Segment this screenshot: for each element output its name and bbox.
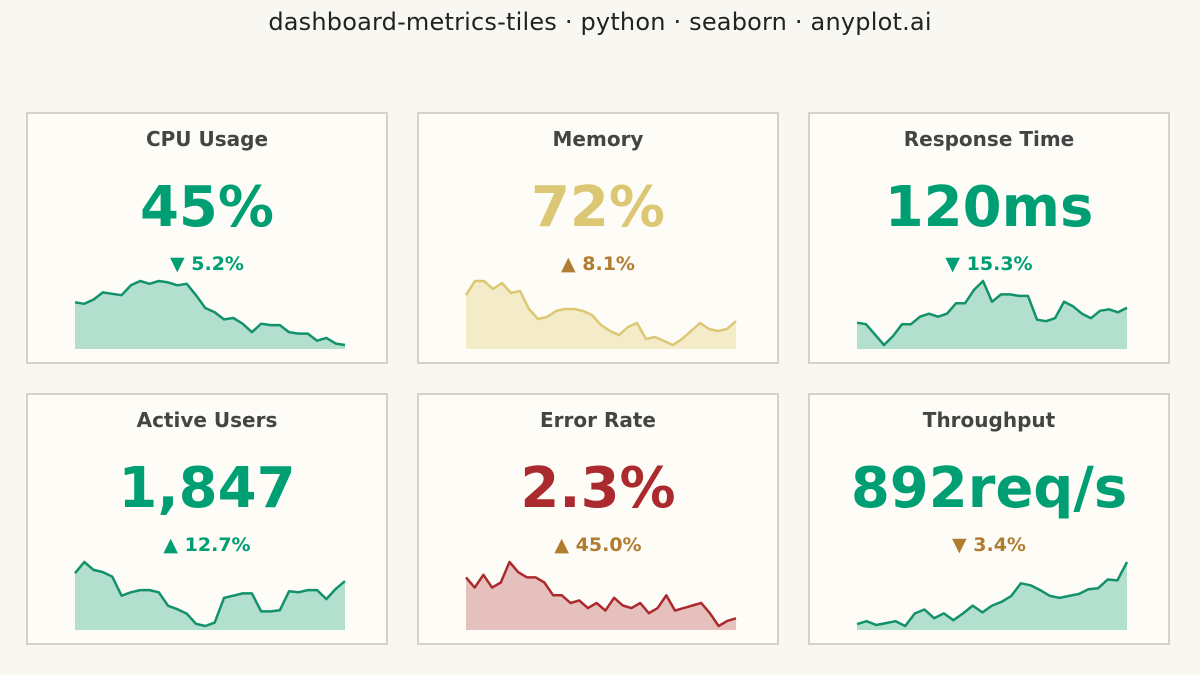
tile-value: 72% [530, 175, 666, 240]
tile-value: 892req/s [850, 456, 1128, 521]
tile-change: ▼ 15.3% [810, 253, 1168, 275]
metric-tile-error-rate: Error Rate 2.3% ▲ 45.0% [417, 393, 779, 645]
sparkline-area [857, 281, 1127, 349]
sparkline-line [465, 560, 737, 628]
metric-tile-cpu-usage: CPU Usage 45% ▼ 5.2% [26, 112, 388, 364]
tile-value: 2.3% [520, 456, 676, 521]
sparkline [74, 279, 346, 349]
sparkline-area [75, 562, 345, 630]
sparkline-area [857, 562, 1127, 630]
tile-value: 120ms [884, 175, 1094, 240]
sparkline [465, 560, 737, 630]
sparkline-area [466, 562, 736, 630]
metric-tile-throughput: Throughput 892req/s ▼ 3.4% [808, 393, 1170, 645]
tile-title: Throughput [922, 408, 1056, 432]
tile-value: 1,847 [118, 456, 296, 521]
sparkline [74, 560, 346, 630]
metric-tile-response-time: Response Time 120ms ▼ 15.3% [808, 112, 1170, 364]
triangle-down-icon: ▼ [945, 253, 967, 275]
tile-change-value: 8.1% [582, 253, 635, 275]
triangle-up-icon: ▲ [554, 534, 576, 556]
metric-tile-active-users: Active Users 1,847 ▲ 12.7% [26, 393, 388, 645]
tile-change: ▲ 12.7% [28, 534, 386, 556]
sparkline-line [464, 279, 737, 347]
tile-title: Error Rate [540, 408, 656, 432]
tile-change-value: 3.4% [973, 534, 1026, 556]
triangle-up-icon: ▲ [561, 253, 583, 275]
triangle-down-icon: ▼ [952, 534, 974, 556]
tile-change-value: 45.0% [575, 534, 642, 556]
sparkline-line [856, 561, 1129, 628]
sparkline [464, 279, 737, 349]
tile-title: CPU Usage [145, 127, 269, 151]
tile-title: Active Users [136, 408, 278, 432]
tile-title: Memory [552, 127, 644, 151]
tile-change: ▲ 8.1% [419, 253, 777, 275]
tile-value: 45% [139, 175, 275, 240]
tile-change: ▼ 3.4% [810, 534, 1168, 556]
triangle-up-icon: ▲ [163, 534, 185, 556]
page-title: dashboard-metrics-tiles · python · seabo… [268, 8, 932, 36]
triangle-down-icon: ▼ [170, 253, 192, 275]
sparkline [856, 279, 1128, 349]
tile-change-value: 12.7% [184, 534, 251, 556]
sparkline [856, 561, 1129, 630]
tile-change: ▼ 5.2% [28, 253, 386, 275]
tile-change-value: 5.2% [191, 253, 244, 275]
sparkline-line [74, 279, 346, 347]
sparkline-area [466, 281, 736, 349]
tile-change-value: 15.3% [966, 253, 1033, 275]
metric-tile-memory: Memory 72% ▲ 8.1% [417, 112, 779, 364]
sparkline-area [75, 281, 345, 349]
sparkline-line [74, 560, 346, 628]
tile-title: Response Time [903, 127, 1075, 151]
sparkline-line [856, 279, 1128, 347]
tile-change: ▲ 45.0% [419, 534, 777, 556]
